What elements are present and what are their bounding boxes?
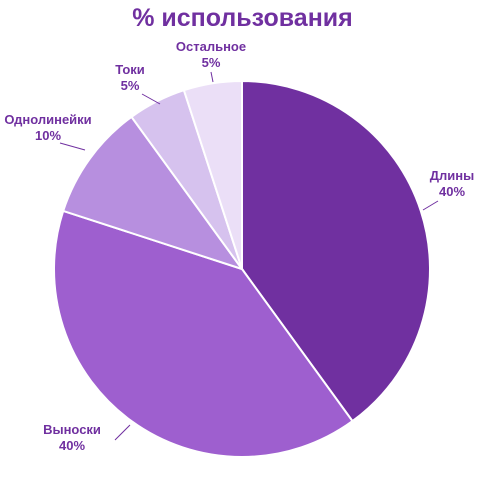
slice-label-1: Выноски <box>43 422 101 437</box>
leader-line-1 <box>114 424 131 441</box>
slice-label-4: Остальное <box>176 39 246 54</box>
slice-value-label-0: 40% <box>439 184 465 199</box>
leader-line-3 <box>141 93 161 105</box>
leader-line-2 <box>59 142 86 151</box>
slice-label-0: Длины <box>430 168 474 183</box>
pie-slice-4 <box>182 79 243 270</box>
leader-lines <box>59 71 439 441</box>
slice-label-2: Однолинейки <box>4 112 91 127</box>
pie-slices <box>53 79 431 458</box>
slice-value-label-2: 10% <box>35 128 61 143</box>
slice-value-label-3: 5% <box>121 78 140 93</box>
pie-slice-2 <box>61 115 245 271</box>
chart-title: % использования <box>132 4 353 32</box>
pie-slice-1 <box>53 209 354 458</box>
slice-value-label-4: 5% <box>202 55 221 70</box>
slice-label-3: Токи <box>115 62 145 77</box>
leader-line-0 <box>422 200 439 211</box>
slice-value-label-1: 40% <box>59 438 85 453</box>
slice-labels: Длины40%Выноски40%Однолинейки10%Токи5%Ос… <box>4 39 474 453</box>
pie-slice-0 <box>241 79 431 423</box>
leader-line-4 <box>210 71 214 83</box>
